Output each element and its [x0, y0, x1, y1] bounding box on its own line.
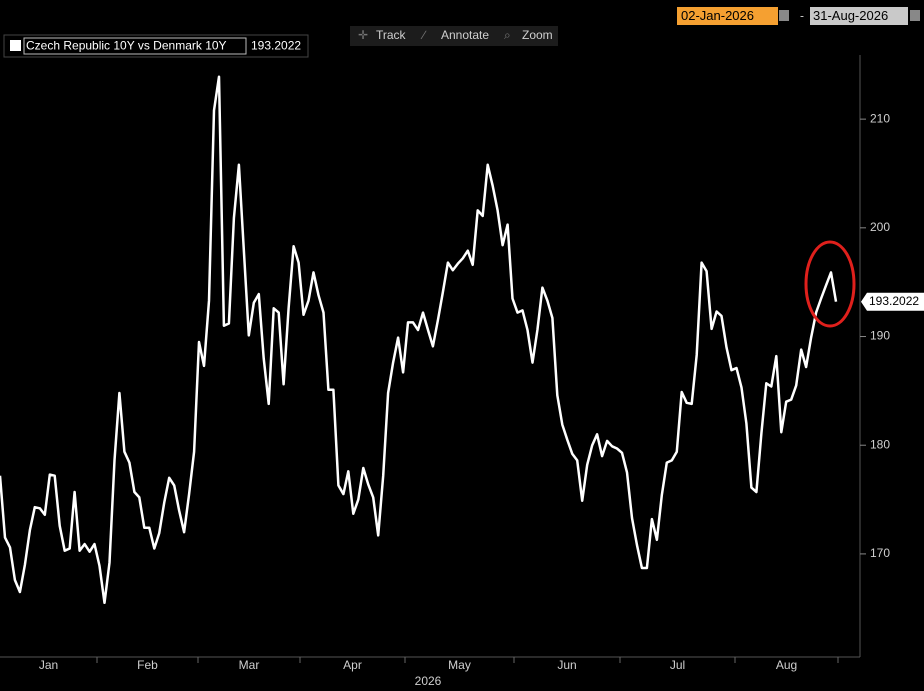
toolbar	[350, 26, 558, 46]
last-value-box	[861, 292, 924, 311]
x-tick-label: Apr	[343, 658, 362, 672]
highlight-circle	[804, 240, 856, 328]
start-date-box[interactable]	[677, 7, 778, 25]
y-tick-label: 190	[870, 329, 890, 343]
legend	[3, 34, 309, 58]
toolbar-button[interactable]: Zoom	[522, 28, 553, 42]
legend-label: Czech Republic 10Y vs Denmark 10Y	[26, 39, 227, 53]
x-tick-label: Jul	[670, 658, 685, 672]
x-tick-label: Jun	[557, 658, 576, 672]
y-tick-label: 200	[870, 220, 890, 234]
x-axis-title: 2026	[415, 674, 442, 688]
end-date[interactable]: 31-Aug-2026	[813, 8, 888, 23]
series-line	[0, 75, 838, 605]
toolbar-button[interactable]: Track	[376, 28, 407, 42]
legend-value: 193.2022	[251, 39, 301, 53]
x-tick-label: Jan	[39, 658, 58, 672]
zoom-icon[interactable]: ⌕	[504, 28, 511, 42]
x-tick-label: May	[448, 658, 471, 672]
y-tick-label: 210	[870, 111, 890, 125]
x-tick-label: Feb	[137, 658, 158, 672]
end-date-box[interactable]	[810, 7, 908, 25]
annotate-icon[interactable]: ∕	[420, 28, 427, 42]
legend-highlight	[23, 37, 247, 55]
date-separator: -	[800, 9, 804, 23]
x-tick-label: Aug	[776, 658, 797, 672]
legend-swatch	[10, 40, 21, 51]
y-tick-label: 180	[870, 437, 890, 451]
track-icon[interactable]: ✛	[358, 28, 368, 42]
toolbar-button[interactable]: Annotate	[441, 28, 489, 42]
calendar-icon[interactable]	[779, 10, 789, 21]
calendar-icon[interactable]	[910, 10, 920, 21]
last-value-label: 193.2022	[869, 294, 919, 308]
x-tick-label: Mar	[239, 658, 260, 672]
start-date[interactable]: 02-Jan-2026	[681, 8, 754, 23]
y-tick-label: 170	[870, 546, 890, 560]
